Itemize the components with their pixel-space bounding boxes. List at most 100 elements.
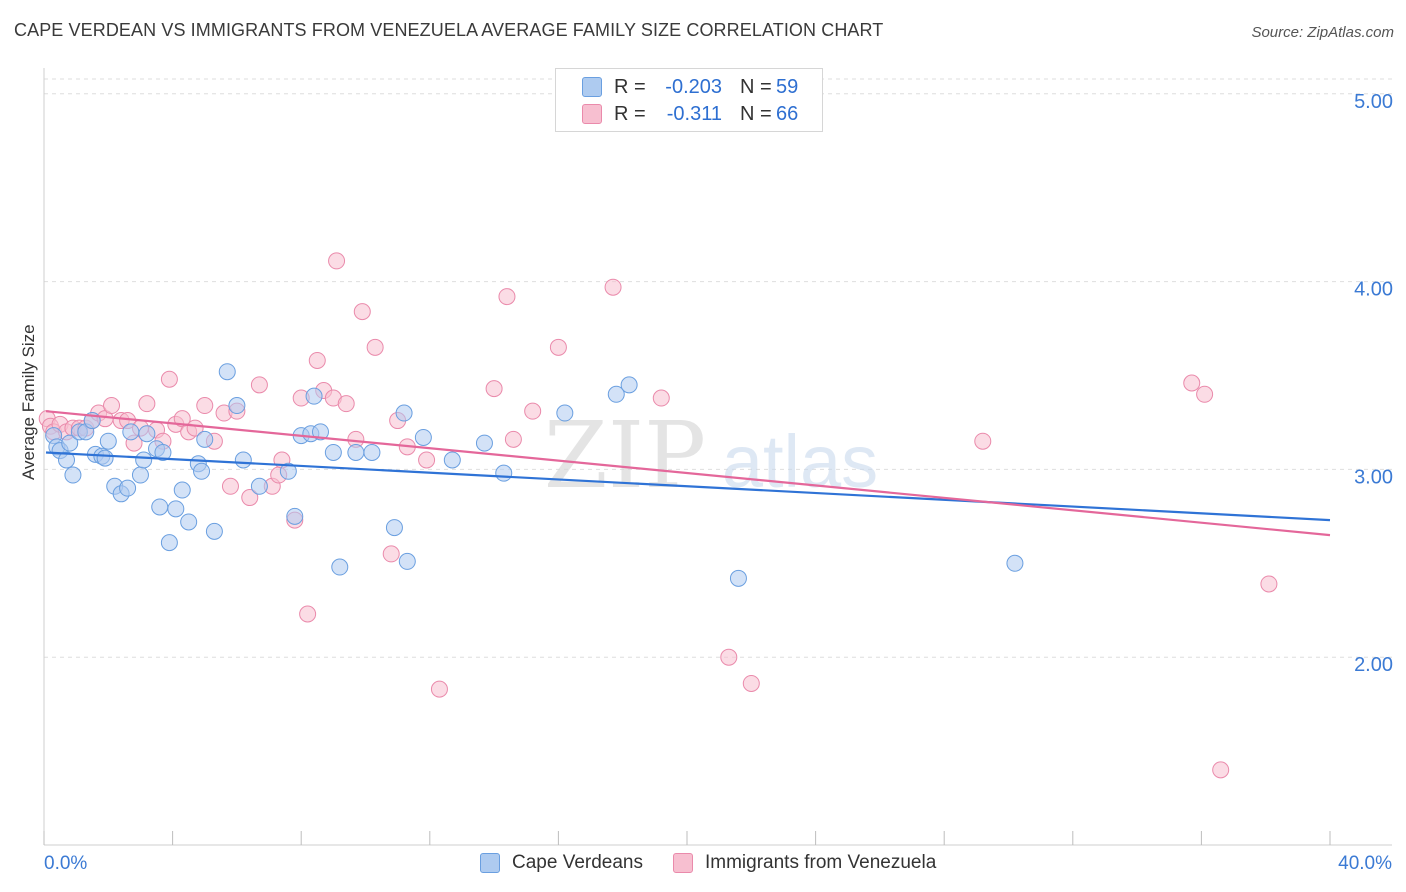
- venezuela-point: [103, 397, 121, 415]
- y-tick-label: 4.00: [1354, 279, 1393, 301]
- venezuela-point: [241, 489, 259, 507]
- cape-verdean-point: [234, 451, 252, 469]
- cape-verdean-point: [131, 466, 149, 484]
- venezuela-point: [1212, 761, 1230, 779]
- legend-label: Cape Verdeans: [512, 852, 643, 873]
- cape-verdean-point: [180, 513, 198, 531]
- cape-verdean-point: [167, 500, 185, 518]
- venezuela-point: [498, 288, 516, 306]
- cape-verdean-point: [305, 387, 323, 405]
- watermark: ZIP atlas: [544, 402, 878, 509]
- series-legend: Cape Verdeans Immigrants from Venezuela: [480, 852, 966, 874]
- cape-verdean-point: [196, 430, 214, 448]
- cape-verdean-point: [324, 443, 342, 461]
- cape-verdean-point: [99, 432, 117, 450]
- y-tick-label: 2.00: [1354, 654, 1393, 676]
- legend-r-value: -0.311: [666, 102, 722, 125]
- venezuela-point: [652, 389, 670, 407]
- cape-verdean-point: [122, 423, 140, 441]
- cape-verdean-point: [1006, 554, 1024, 572]
- venezuela-point: [337, 395, 355, 413]
- cape-verdean-point: [61, 434, 79, 452]
- cape-verdean-point: [286, 507, 304, 525]
- y-axis-label: Average Family Size: [19, 324, 38, 480]
- cape-verdean-point: [398, 552, 416, 570]
- legend-n-value: 59: [776, 75, 799, 98]
- cape-verdean-point: [160, 534, 178, 552]
- legend-swatch-pink: [673, 853, 693, 873]
- venezuela-point: [353, 303, 371, 321]
- venezuela-point: [138, 395, 156, 413]
- legend-row-venezuela: R = -0.311 N = 66: [582, 102, 798, 126]
- venezuela-point: [604, 278, 622, 296]
- venezuela-point: [160, 370, 178, 388]
- cape-verdean-point: [443, 451, 461, 469]
- y-tick-label: 3.00: [1354, 466, 1393, 488]
- cape-verdean-point: [331, 558, 349, 576]
- venezuela-point: [299, 605, 317, 623]
- x-tick-label: 40.0%: [1338, 853, 1392, 874]
- cape-verdean-point: [414, 428, 432, 446]
- venezuela-point: [328, 252, 346, 270]
- cape-verdean-point: [64, 466, 82, 484]
- trend-lines: [45, 410, 1331, 537]
- series-venezuela-points: [38, 252, 1278, 779]
- venezuela-point: [974, 432, 992, 450]
- legend-swatch-blue: [480, 853, 500, 873]
- cape-verdean-point: [138, 425, 156, 443]
- venezuela-point: [382, 545, 400, 563]
- cape-verdean-point: [193, 462, 211, 480]
- x-tick-label: 0.0%: [44, 853, 87, 874]
- legend-row-cape-verdean: R = -0.203 N = 59: [582, 75, 798, 99]
- tick-labels: 2.00 3.00 4.00 5.00 0.0% 40.0%: [44, 91, 1393, 874]
- legend-swatch-pink: [582, 104, 602, 124]
- venezuela-point: [1183, 374, 1201, 392]
- cape-verdean-point: [218, 363, 236, 381]
- cape-verdean-point: [119, 479, 137, 497]
- cape-verdean-point: [475, 434, 493, 452]
- venezuela-point: [308, 351, 326, 369]
- cape-verdean-point: [347, 443, 365, 461]
- venezuela-point: [1260, 575, 1278, 593]
- legend-label: Immigrants from Venezuela: [705, 852, 937, 873]
- legend-item-venezuela[interactable]: Immigrants from Venezuela: [673, 852, 936, 874]
- venezuela-point: [549, 338, 567, 356]
- grid-layer: [44, 78, 1392, 658]
- venezuela-point: [742, 674, 760, 692]
- source-label: Source: ZipAtlas.com: [1251, 24, 1394, 41]
- cape-verdean-point: [205, 522, 223, 540]
- legend-r-value: -0.203: [665, 75, 722, 98]
- venezuela-point: [418, 451, 436, 469]
- cape-verdean-point: [395, 404, 413, 422]
- y-tick-label: 5.00: [1354, 91, 1393, 113]
- cape-verdean-point: [363, 443, 381, 461]
- cape-verdean-point: [620, 376, 638, 394]
- correlation-legend: R = -0.203 N = 59 R = -0.311 N = 66: [555, 68, 823, 132]
- watermark-zip: ZIP: [544, 402, 706, 509]
- legend-item-cape-verdeans[interactable]: Cape Verdeans: [480, 852, 643, 874]
- legend-r-label: R =: [614, 75, 646, 98]
- legend-n-label: N =: [740, 75, 772, 98]
- venezuela-point: [485, 380, 503, 398]
- venezuela-point: [504, 430, 522, 448]
- cape-verdean-point: [729, 569, 747, 587]
- legend-swatch-blue: [582, 77, 602, 97]
- cape-verdean-point: [279, 462, 297, 480]
- cape-verdean-point: [151, 498, 169, 516]
- cape-verdean-point: [607, 385, 625, 403]
- cape-verdean-trend-line: [45, 451, 1331, 522]
- legend-n-label: N =: [740, 102, 772, 125]
- venezuela-point: [524, 402, 542, 420]
- cape-verdean-point: [311, 423, 329, 441]
- legend-r-label: R =: [614, 102, 646, 125]
- cape-verdean-point: [250, 477, 268, 495]
- venezuela-trend-line: [45, 410, 1331, 537]
- cape-verdean-point: [495, 464, 513, 482]
- venezuela-point: [196, 397, 214, 415]
- venezuela-point: [250, 376, 268, 394]
- cape-verdean-point: [135, 451, 153, 469]
- cape-verdean-point: [96, 449, 114, 467]
- venezuela-point: [366, 338, 384, 356]
- cape-verdean-point: [58, 451, 76, 469]
